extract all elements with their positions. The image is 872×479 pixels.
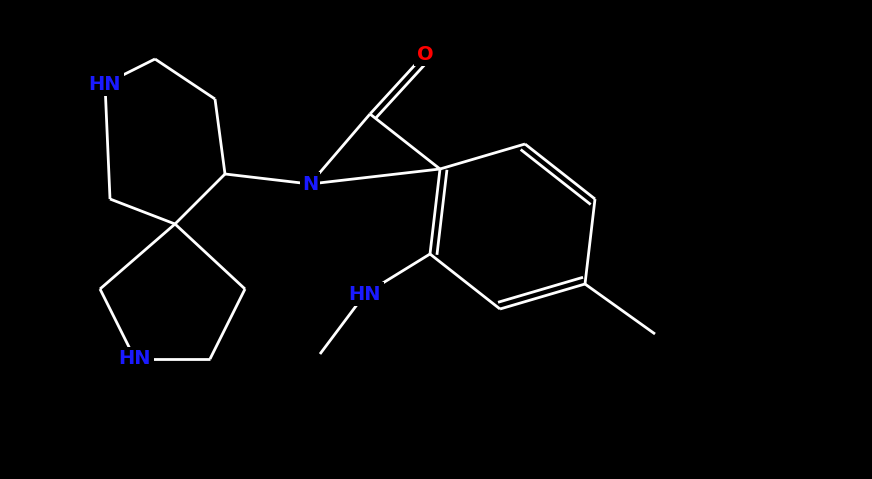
Text: HN: HN <box>89 75 121 93</box>
Text: HN: HN <box>119 350 151 368</box>
Text: HN: HN <box>349 285 381 304</box>
Text: O: O <box>417 45 433 64</box>
Text: N: N <box>302 174 318 194</box>
